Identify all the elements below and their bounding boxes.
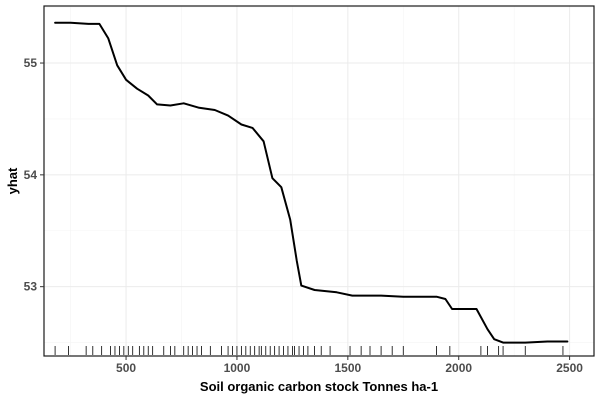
x-tick-label: 2000	[445, 361, 472, 375]
x-tick-label: 1500	[334, 361, 361, 375]
x-axis-title: Soil organic carbon stock Tonnes ha-1	[200, 379, 438, 394]
y-tick-label: 55	[24, 56, 38, 70]
x-tick-label: 1000	[224, 361, 251, 375]
y-axis-title: yhat	[5, 167, 20, 194]
rug	[54, 346, 564, 355]
y-tick-label: 54	[24, 168, 38, 182]
axes: 500 1000 1500 2000 2500 53 54 55	[24, 56, 584, 375]
grid	[44, 6, 594, 356]
series-line	[54, 21, 569, 344]
x-tick-label: 2500	[556, 361, 583, 375]
panel-border	[43, 5, 595, 357]
y-tick-label: 53	[24, 280, 38, 294]
x-tick-label: 500	[116, 361, 136, 375]
